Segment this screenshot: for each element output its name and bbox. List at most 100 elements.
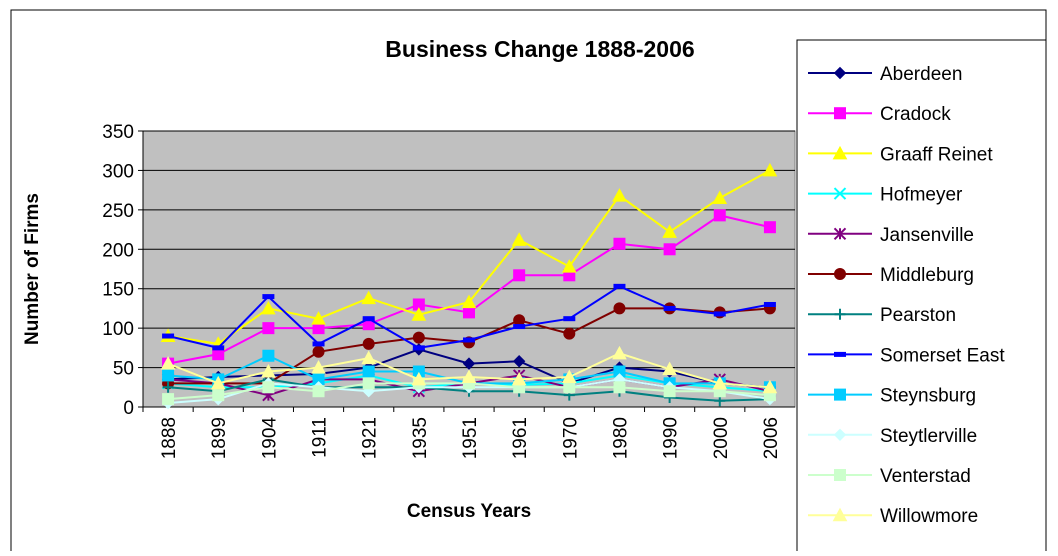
marker (262, 381, 275, 394)
marker (461, 294, 477, 309)
marker (262, 294, 275, 300)
marker (833, 227, 847, 241)
marker (362, 365, 375, 378)
x-tick-label: 1888 (159, 417, 180, 459)
marker (834, 351, 846, 357)
marker (833, 187, 847, 200)
marker (312, 345, 325, 358)
marker (162, 333, 175, 339)
x-tick-label: 1951 (460, 417, 481, 459)
marker (612, 188, 627, 202)
y-tick-label: 0 (123, 398, 134, 419)
legend-label: Somerset East (880, 345, 1005, 366)
marker (834, 388, 846, 401)
marker (613, 381, 626, 394)
marker (712, 375, 728, 390)
marker (663, 305, 676, 311)
marker (461, 369, 477, 384)
marker (312, 341, 325, 347)
marker (311, 311, 326, 325)
legend-label: Graaff Reinet (880, 144, 993, 165)
x-tick-label: 1961 (510, 417, 531, 459)
marker (832, 145, 848, 160)
legend-label: Steynsburg (880, 386, 976, 407)
chart-title: Business Change 1888-2006 (385, 36, 694, 62)
marker (362, 316, 375, 322)
marker (261, 300, 276, 315)
marker (411, 371, 427, 386)
marker (561, 369, 577, 384)
marker (833, 66, 847, 80)
y-tick-label: 100 (102, 319, 134, 340)
marker (613, 283, 626, 289)
marker (833, 428, 847, 442)
marker (311, 360, 326, 374)
marker (662, 361, 677, 376)
marker (411, 307, 427, 321)
marker (210, 375, 226, 390)
legend-label: Aberdeen (880, 64, 962, 85)
marker (262, 322, 275, 335)
marker (261, 363, 276, 378)
marker (511, 232, 527, 246)
marker (834, 469, 846, 481)
x-tick-label: 1921 (360, 417, 381, 459)
marker (312, 385, 325, 398)
marker (663, 243, 676, 256)
y-tick-label: 50 (113, 359, 134, 380)
y-tick-label: 350 (102, 122, 134, 143)
x-axis-title: Census Years (407, 501, 531, 522)
marker (712, 190, 728, 205)
marker (462, 357, 476, 370)
marker (512, 355, 526, 368)
marker (762, 162, 778, 177)
marker (832, 507, 848, 522)
x-tick-label: 1899 (209, 417, 230, 459)
x-tick-label: 1970 (560, 417, 581, 459)
x-tick-label: 1911 (310, 417, 331, 458)
marker (561, 259, 577, 273)
marker (162, 369, 175, 382)
marker (713, 209, 726, 222)
marker (513, 324, 526, 330)
marker (834, 268, 846, 280)
marker (463, 337, 475, 343)
marker (361, 350, 377, 365)
x-tick-label: 2000 (711, 417, 732, 459)
marker (563, 316, 576, 322)
y-tick-label: 300 (102, 161, 134, 182)
marker (713, 311, 726, 317)
marker (663, 385, 676, 398)
marker (763, 221, 776, 234)
marker (763, 301, 776, 307)
marker (262, 349, 275, 362)
marker (563, 381, 576, 394)
marker (212, 389, 225, 402)
legend-label: Venterstad (880, 466, 971, 487)
legend-label: Willowmore (880, 506, 978, 527)
x-tick-label: 1980 (610, 417, 631, 459)
marker (563, 327, 576, 340)
legend-label: Pearston (880, 305, 956, 326)
marker (834, 308, 846, 320)
marker (162, 393, 175, 406)
marker (613, 237, 626, 250)
marker (834, 107, 846, 120)
marker (662, 224, 677, 238)
x-tick-label: 1990 (661, 417, 682, 459)
marker (613, 302, 626, 315)
marker (412, 331, 425, 344)
marker (463, 306, 475, 319)
marker (162, 381, 174, 393)
y-tick-label: 200 (102, 240, 134, 261)
legend-label: Middleburg (880, 265, 974, 286)
legend-label: Steytlerville (880, 426, 977, 447)
x-tick-label: 1935 (410, 417, 431, 459)
marker (160, 356, 176, 370)
marker (362, 377, 375, 390)
x-tick-label: 2006 (761, 417, 782, 459)
marker (361, 290, 377, 305)
marker (511, 371, 527, 386)
marker (612, 345, 627, 360)
